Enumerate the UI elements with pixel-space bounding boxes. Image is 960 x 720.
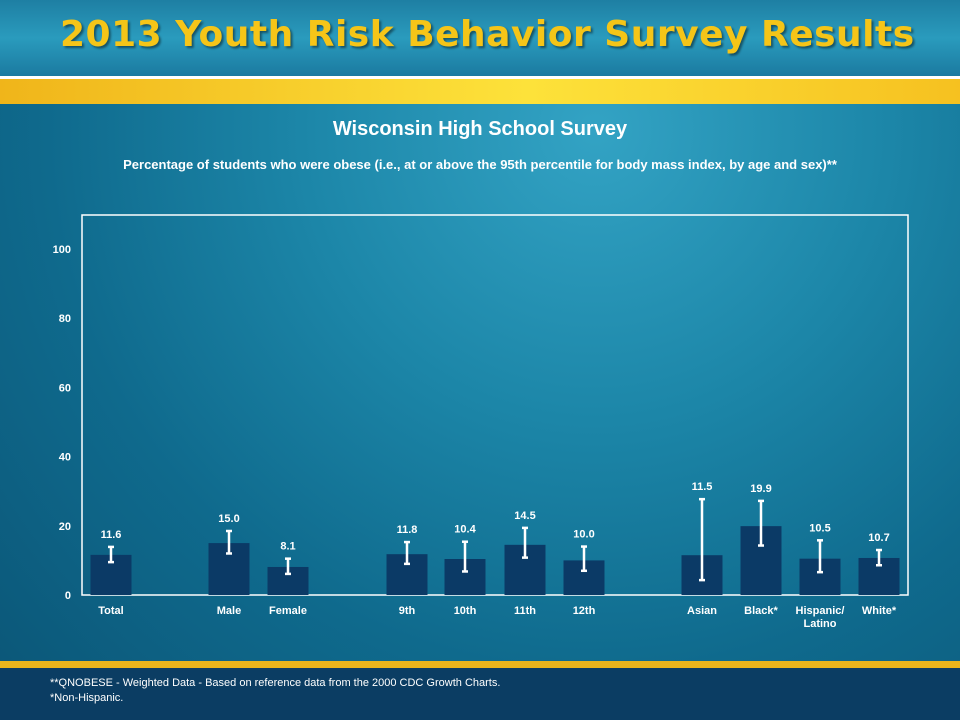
error-bar-9th <box>404 540 410 566</box>
page-title: 2013 Youth Risk Behavior Survey Results <box>60 14 915 55</box>
y-tick-label-20: 20 <box>59 521 71 533</box>
x-label-10th: 10th <box>454 605 477 617</box>
bars <box>90 526 900 595</box>
x-label-female: Female <box>269 605 307 617</box>
title-divider <box>0 76 960 79</box>
error-bar-total <box>108 545 114 564</box>
error-bar-hispanic-latino <box>817 539 823 574</box>
x-label-12th: 12th <box>573 605 596 617</box>
value-label-10th: 10.4 <box>454 524 476 536</box>
error-bar-male <box>226 529 232 555</box>
x-label-black: Black* <box>744 605 778 617</box>
x-label-asian: Asian <box>687 605 717 617</box>
value-label-male: 15.0 <box>218 513 239 525</box>
value-label-black: 19.9 <box>750 483 771 495</box>
error-bar-asian <box>699 497 705 582</box>
error-bar-11th <box>522 526 528 559</box>
error-bar-12th <box>581 545 587 573</box>
value-label-12th: 10.0 <box>573 529 594 541</box>
title-band <box>0 0 960 76</box>
y-tick-label-40: 40 <box>59 452 71 464</box>
y-tick-label-80: 80 <box>59 313 71 325</box>
x-label-white: White* <box>862 605 897 617</box>
x-label-total: Total <box>98 605 123 617</box>
value-label-9th: 11.8 <box>397 524 418 536</box>
y-tick-label-100: 100 <box>53 244 71 256</box>
x-label-11th: 11th <box>514 605 536 617</box>
y-tick-label-0: 0 <box>65 590 71 602</box>
value-label-11th: 14.5 <box>514 510 535 522</box>
error-bar-10th <box>462 540 468 573</box>
footer-gold-band <box>0 661 960 668</box>
footnote-non-hispanic: *Non-Hispanic. <box>50 692 124 704</box>
x-label-male: Male <box>217 605 241 617</box>
gold-accent-band <box>0 79 960 104</box>
error-bar-white <box>876 548 882 567</box>
value-labels: 11.6 15.0 8.1 11.8 10.4 14.5 10.0 11.5 19.9 10.5 1… <box>101 481 890 553</box>
value-label-asian: 11.5 <box>692 481 713 493</box>
chart-title: Wisconsin High School Survey <box>332 118 628 140</box>
footnote-qnobese: **QNOBESE - Weighted Data - Based on ref… <box>50 677 501 689</box>
y-tick-label-60: 60 <box>59 382 71 394</box>
y-axis-ticks: 0 20 40 60 80 100 <box>53 244 71 602</box>
value-label-white: 10.7 <box>868 532 889 544</box>
value-label-total: 11.6 <box>101 529 122 541</box>
error-bar-female <box>285 557 291 576</box>
chart-subtitle: Percentage of students who were obese (i… <box>123 157 837 172</box>
x-label-hispanic-latino: Hispanic/Latino <box>796 605 845 630</box>
plot-border <box>81 214 909 596</box>
x-axis-labels: Total Male Female 9th 10th 11th 12th Asian Black… <box>98 605 897 630</box>
x-label-9th: 9th <box>399 605 416 617</box>
value-label-female: 8.1 <box>280 541 295 553</box>
footer: **QNOBESE - Weighted Data - Based on ref… <box>0 668 960 720</box>
error-bar-black <box>758 499 764 547</box>
error-bars <box>108 497 882 582</box>
value-label-hispanic-latino: 10.5 <box>809 522 830 534</box>
